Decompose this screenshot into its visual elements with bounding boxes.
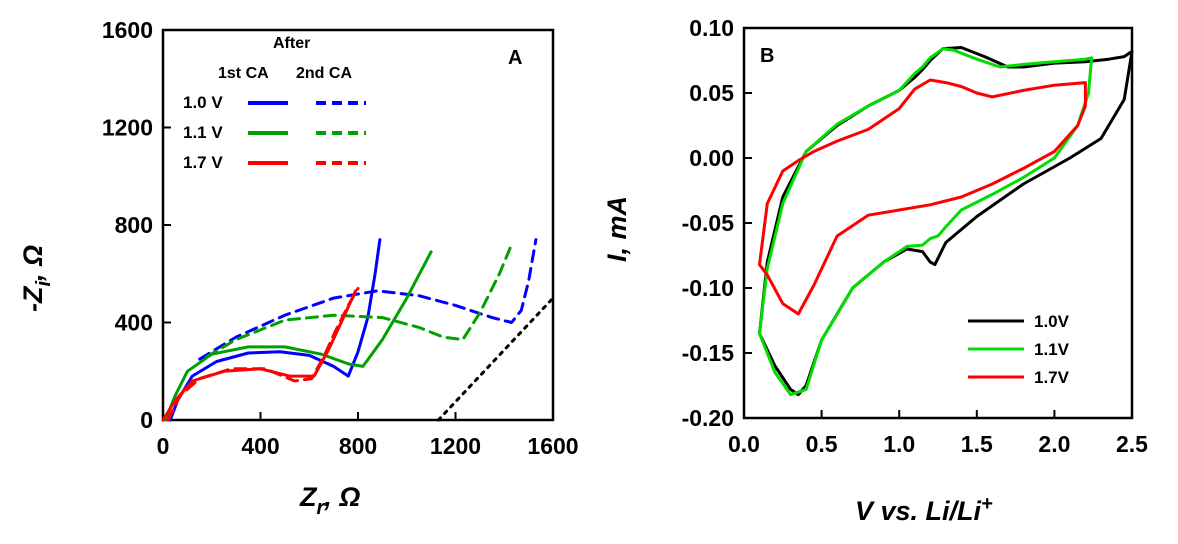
xb-title-main: V vs. Li/Li [855, 496, 982, 526]
y-tick-label: -0.15 [682, 340, 735, 366]
panel-a-y-axis-title: -Zi, Ω [18, 245, 55, 312]
panel-a-legend: After 1st CA 2nd CA 1.0 V 1.1 V 1.7 V [183, 35, 366, 172]
y-tick-label: -0.20 [682, 405, 734, 431]
legend-row-1-0v: 1.0 V [183, 93, 223, 112]
legend-b-1-0v: 1.0V [1034, 312, 1070, 331]
panel-b-x-axis-title: V vs. Li/Li+ [855, 493, 993, 526]
panel-b-label: B [760, 45, 774, 67]
y-title-main: -Z [18, 285, 48, 312]
x-tick-label: 800 [339, 433, 377, 459]
y-title-sub: i [33, 281, 55, 287]
x-tick-label: 2.5 [1116, 431, 1148, 457]
y-tick-label: -0.10 [682, 275, 734, 301]
panel-a-x-axis-title: Zr, Ω [299, 482, 360, 519]
x-tick-label: 0 [157, 433, 170, 459]
x-tick-label: 1.5 [961, 431, 993, 457]
x-tick-label: 1200 [430, 433, 481, 459]
series-line-1-1-v-1st-ca [163, 250, 433, 422]
panel-a-series [161, 238, 555, 422]
series-line-1-7v [758, 78, 1087, 316]
series-line-1-1v [758, 47, 1094, 397]
x-title-main: Z [299, 482, 318, 512]
x-tick-label: 0.0 [728, 431, 760, 457]
panel-a-ticks: 0 400 800 1200 1600 0 400 800 1200 1600 [102, 17, 579, 459]
xb-title-sup: + [981, 493, 993, 515]
series-line-reference [436, 296, 555, 422]
y-title-unit: , Ω [18, 245, 48, 282]
y-tick-label: 400 [115, 310, 153, 336]
x-title-unit: , Ω [323, 482, 360, 512]
panel-b-y-axis-title: I, mA [602, 196, 632, 262]
panel-b: 0.0 0.5 1.0 1.5 2.0 2.5 -0.20 -0.15 -0.10 -0.05 0.… [602, 15, 1148, 526]
panel-b-series [758, 46, 1134, 397]
legend-b-1-7v: 1.7V [1034, 368, 1070, 387]
series-line-1-7-v-1st-ca [161, 289, 358, 422]
panel-a-label: A [508, 47, 522, 69]
series-line-1-1-v-2nd-ca [205, 243, 514, 359]
panel-a: 0 400 800 1200 1600 0 400 800 1200 1600 A After 1… [18, 17, 579, 519]
x-tick-label: 1.0 [883, 431, 915, 457]
y-tick-label: -0.05 [682, 210, 735, 236]
legend-row-1-7v: 1.7 V [183, 153, 223, 172]
x-tick-label: 2.0 [1038, 431, 1070, 457]
y-tick-label: 0 [140, 407, 153, 433]
panel-b-legend: 1.0V 1.1V 1.7V [968, 312, 1070, 387]
legend-col2: 2nd CA [296, 65, 352, 82]
panel-b-ticks: 0.0 0.5 1.0 1.5 2.0 2.5 -0.20 -0.15 -0.10 -0.05 0.… [682, 15, 1149, 457]
series-line-1-0v [758, 46, 1134, 397]
legend-b-1-1v: 1.1V [1034, 340, 1070, 359]
legend-row-1-1v: 1.1 V [183, 123, 223, 142]
y-tick-label: 0.10 [689, 15, 734, 41]
panel-b-frame [742, 26, 1134, 420]
y-tick-label: 0.00 [689, 145, 734, 171]
x-tick-label: 1600 [527, 433, 578, 459]
y-tick-label: 1200 [102, 115, 153, 141]
y-tick-label: 1600 [102, 17, 153, 43]
x-tick-label: 0.5 [806, 431, 838, 457]
legend-header: After [273, 35, 310, 52]
series-line-1-0-v-1st-ca [168, 238, 382, 422]
y-tick-label: 800 [115, 212, 153, 238]
x-title-sub: r [317, 497, 326, 519]
series-line-1-7-v-2nd-ca [166, 286, 360, 422]
x-tick-label: 400 [241, 433, 279, 459]
series-line-1-0-v-2nd-ca [198, 238, 538, 361]
legend-col1: 1st CA [218, 65, 269, 82]
y-tick-label: 0.05 [689, 80, 734, 106]
